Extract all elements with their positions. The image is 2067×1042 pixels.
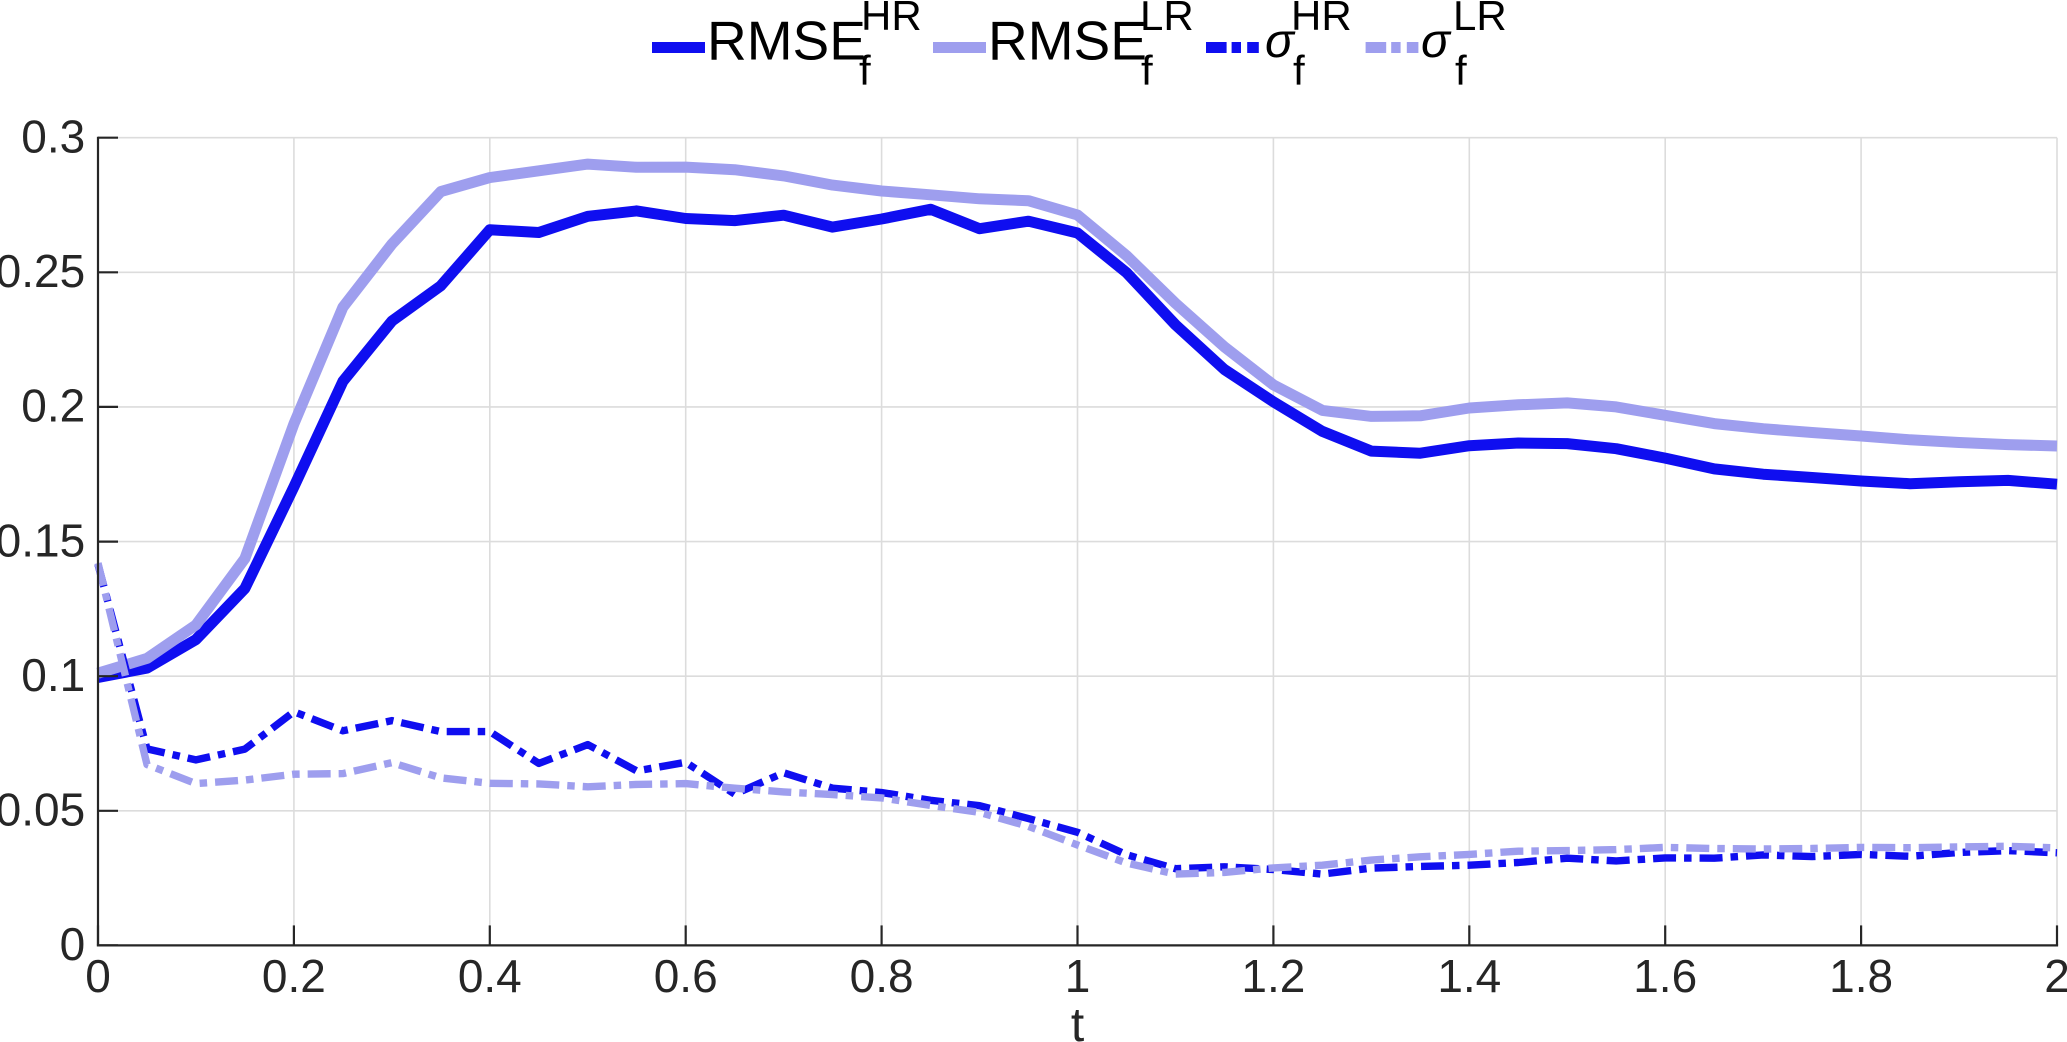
svg-text:LR: LR bbox=[1140, 0, 1194, 39]
svg-text:f: f bbox=[1293, 47, 1305, 94]
svg-text:RMSE: RMSE bbox=[707, 9, 866, 71]
svg-text:RMSE: RMSE bbox=[988, 9, 1147, 71]
svg-text:0.6: 0.6 bbox=[654, 950, 718, 1002]
svg-text:t: t bbox=[1071, 999, 1084, 1042]
svg-text:1: 1 bbox=[1065, 950, 1091, 1002]
svg-text:0.1: 0.1 bbox=[21, 649, 85, 701]
svg-text:0.2: 0.2 bbox=[21, 380, 85, 432]
svg-text:σ: σ bbox=[1265, 15, 1296, 68]
svg-text:f: f bbox=[1141, 47, 1153, 94]
svg-text:0.25: 0.25 bbox=[0, 245, 85, 297]
svg-text:0.8: 0.8 bbox=[850, 950, 914, 1002]
svg-text:0.2: 0.2 bbox=[262, 950, 326, 1002]
svg-text:0.05: 0.05 bbox=[0, 784, 85, 836]
svg-text:HR: HR bbox=[861, 0, 922, 39]
svg-text:0.4: 0.4 bbox=[458, 950, 522, 1002]
svg-text:0: 0 bbox=[85, 950, 111, 1002]
svg-text:1.6: 1.6 bbox=[1633, 950, 1697, 1002]
svg-text:HR: HR bbox=[1291, 0, 1352, 39]
svg-text:1.2: 1.2 bbox=[1241, 950, 1305, 1002]
svg-text:2: 2 bbox=[2044, 950, 2067, 1002]
svg-text:σ: σ bbox=[1421, 15, 1452, 68]
svg-text:LR: LR bbox=[1453, 0, 1507, 39]
svg-text:0.15: 0.15 bbox=[0, 514, 85, 566]
svg-text:f: f bbox=[1455, 47, 1467, 94]
svg-text:0.3: 0.3 bbox=[21, 111, 85, 163]
svg-text:0: 0 bbox=[60, 918, 86, 970]
svg-text:1.4: 1.4 bbox=[1437, 950, 1501, 1002]
svg-text:1.8: 1.8 bbox=[1829, 950, 1893, 1002]
svg-text:f: f bbox=[859, 47, 871, 94]
